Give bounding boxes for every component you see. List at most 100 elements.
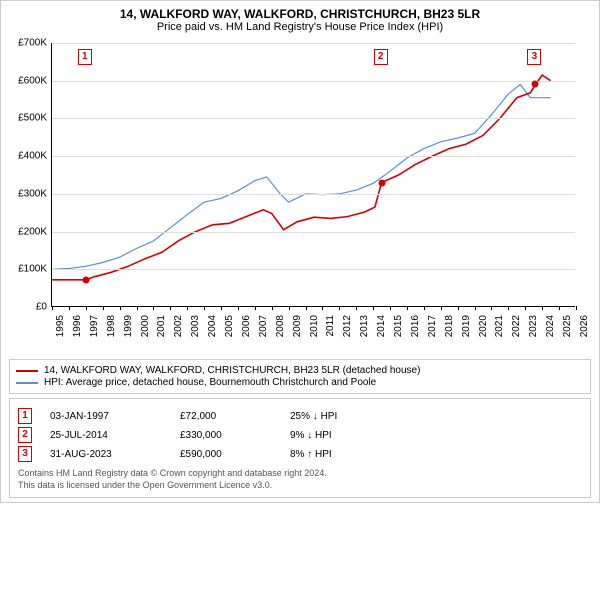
y-axis-label: £200K <box>9 226 47 237</box>
x-axis-label: 2004 <box>207 315 218 337</box>
transaction-marker: 3 <box>527 49 541 65</box>
x-tick <box>69 306 70 310</box>
footnote-line: This data is licensed under the Open Gov… <box>18 480 582 492</box>
x-axis-label: 2014 <box>376 315 387 337</box>
transaction-date: 25-JUL-2014 <box>50 430 180 441</box>
transactions-box: 1 03-JAN-1997£72,00025% ↓ HPI 2 25-JUL-2014… <box>9 398 591 498</box>
transaction-date: 31-AUG-2023 <box>50 449 180 460</box>
transaction-marker: 1 <box>78 49 92 65</box>
transaction-delta: 25% ↓ HPI <box>290 411 337 422</box>
x-axis-label: 2010 <box>309 315 320 337</box>
x-tick <box>103 306 104 310</box>
x-tick <box>153 306 154 310</box>
x-axis-label: 2020 <box>478 315 489 337</box>
x-axis-label: 2026 <box>579 315 590 337</box>
legend-item: HPI: Average price, detached house, Bour… <box>16 377 584 388</box>
x-tick <box>306 306 307 310</box>
x-tick <box>356 306 357 310</box>
x-axis-label: 1998 <box>106 315 117 337</box>
chart-container: 14, WALKFORD WAY, WALKFORD, CHRISTCHURCH… <box>0 0 600 503</box>
x-axis-label: 1996 <box>72 315 83 337</box>
x-axis-label: 2001 <box>156 315 167 337</box>
x-tick <box>170 306 171 310</box>
x-axis-label: 2006 <box>241 315 252 337</box>
gridline <box>52 194 575 195</box>
x-axis-label: 2013 <box>359 315 370 337</box>
x-axis-label: 1997 <box>89 315 100 337</box>
x-tick <box>390 306 391 310</box>
transaction-point <box>82 276 89 283</box>
x-axis-label: 2000 <box>140 315 151 337</box>
x-axis-label: 2018 <box>444 315 455 337</box>
x-axis-label: 2022 <box>511 315 522 337</box>
x-tick <box>221 306 222 310</box>
legend-item: 14, WALKFORD WAY, WALKFORD, CHRISTCHURCH… <box>16 365 584 376</box>
transaction-index: 2 <box>18 427 32 443</box>
x-tick <box>525 306 526 310</box>
gridline <box>52 156 575 157</box>
x-tick <box>475 306 476 310</box>
transaction-point <box>378 179 385 186</box>
x-axis-label: 2005 <box>224 315 235 337</box>
x-axis-label: 2016 <box>410 315 421 337</box>
x-tick <box>491 306 492 310</box>
x-tick <box>373 306 374 310</box>
x-axis-label: 2003 <box>190 315 201 337</box>
line-hpi <box>52 85 551 270</box>
chart-subtitle: Price paid vs. HM Land Registry's House … <box>9 21 591 33</box>
x-tick <box>542 306 543 310</box>
x-axis-label: 2002 <box>173 315 184 337</box>
x-axis-label: 2025 <box>562 315 573 337</box>
transaction-row: 3 31-AUG-2023£590,0008% ↑ HPI <box>18 446 582 462</box>
y-axis-label: £400K <box>9 151 47 162</box>
transaction-price: £72,000 <box>180 411 290 422</box>
x-tick <box>86 306 87 310</box>
x-tick <box>272 306 273 310</box>
x-axis-label: 2021 <box>494 315 505 337</box>
x-tick <box>137 306 138 310</box>
transaction-marker: 2 <box>374 49 388 65</box>
transaction-index: 1 <box>18 408 32 424</box>
gridline <box>52 232 575 233</box>
x-tick <box>322 306 323 310</box>
y-axis-label: £700K <box>9 38 47 49</box>
x-tick <box>52 306 53 310</box>
transaction-row: 1 03-JAN-1997£72,00025% ↓ HPI <box>18 408 582 424</box>
x-tick <box>120 306 121 310</box>
x-tick <box>559 306 560 310</box>
x-axis-label: 2015 <box>393 315 404 337</box>
x-axis-label: 2008 <box>275 315 286 337</box>
legend-label: HPI: Average price, detached house, Bour… <box>44 377 376 388</box>
transaction-index: 3 <box>18 446 32 462</box>
x-axis-label: 2019 <box>461 315 472 337</box>
transaction-price: £330,000 <box>180 430 290 441</box>
transaction-delta: 8% ↑ HPI <box>290 449 332 460</box>
x-axis-label: 2007 <box>258 315 269 337</box>
x-tick <box>407 306 408 310</box>
x-axis-label: 2011 <box>325 315 336 337</box>
x-axis-label: 2023 <box>528 315 539 337</box>
gridline <box>52 269 575 270</box>
y-axis-label: £500K <box>9 113 47 124</box>
line-property <box>52 75 551 280</box>
x-axis-label: 2012 <box>342 315 353 337</box>
x-tick <box>576 306 577 310</box>
legend-label: 14, WALKFORD WAY, WALKFORD, CHRISTCHURCH… <box>44 365 420 376</box>
x-axis-label: 2009 <box>292 315 303 337</box>
x-tick <box>458 306 459 310</box>
x-axis-label: 1995 <box>55 315 66 337</box>
transaction-delta: 9% ↓ HPI <box>290 430 332 441</box>
transaction-date: 03-JAN-1997 <box>50 411 180 422</box>
x-tick <box>238 306 239 310</box>
transaction-point <box>532 81 539 88</box>
chart-title: 14, WALKFORD WAY, WALKFORD, CHRISTCHURCH… <box>9 7 591 21</box>
gridline <box>52 81 575 82</box>
transaction-price: £590,000 <box>180 449 290 460</box>
x-axis-label: 1999 <box>123 315 134 337</box>
gridline <box>52 43 575 44</box>
x-tick <box>441 306 442 310</box>
x-tick <box>255 306 256 310</box>
footnotes: Contains HM Land Registry data © Crown c… <box>18 468 582 491</box>
y-axis-label: £300K <box>9 188 47 199</box>
x-axis-label: 2024 <box>545 315 556 337</box>
